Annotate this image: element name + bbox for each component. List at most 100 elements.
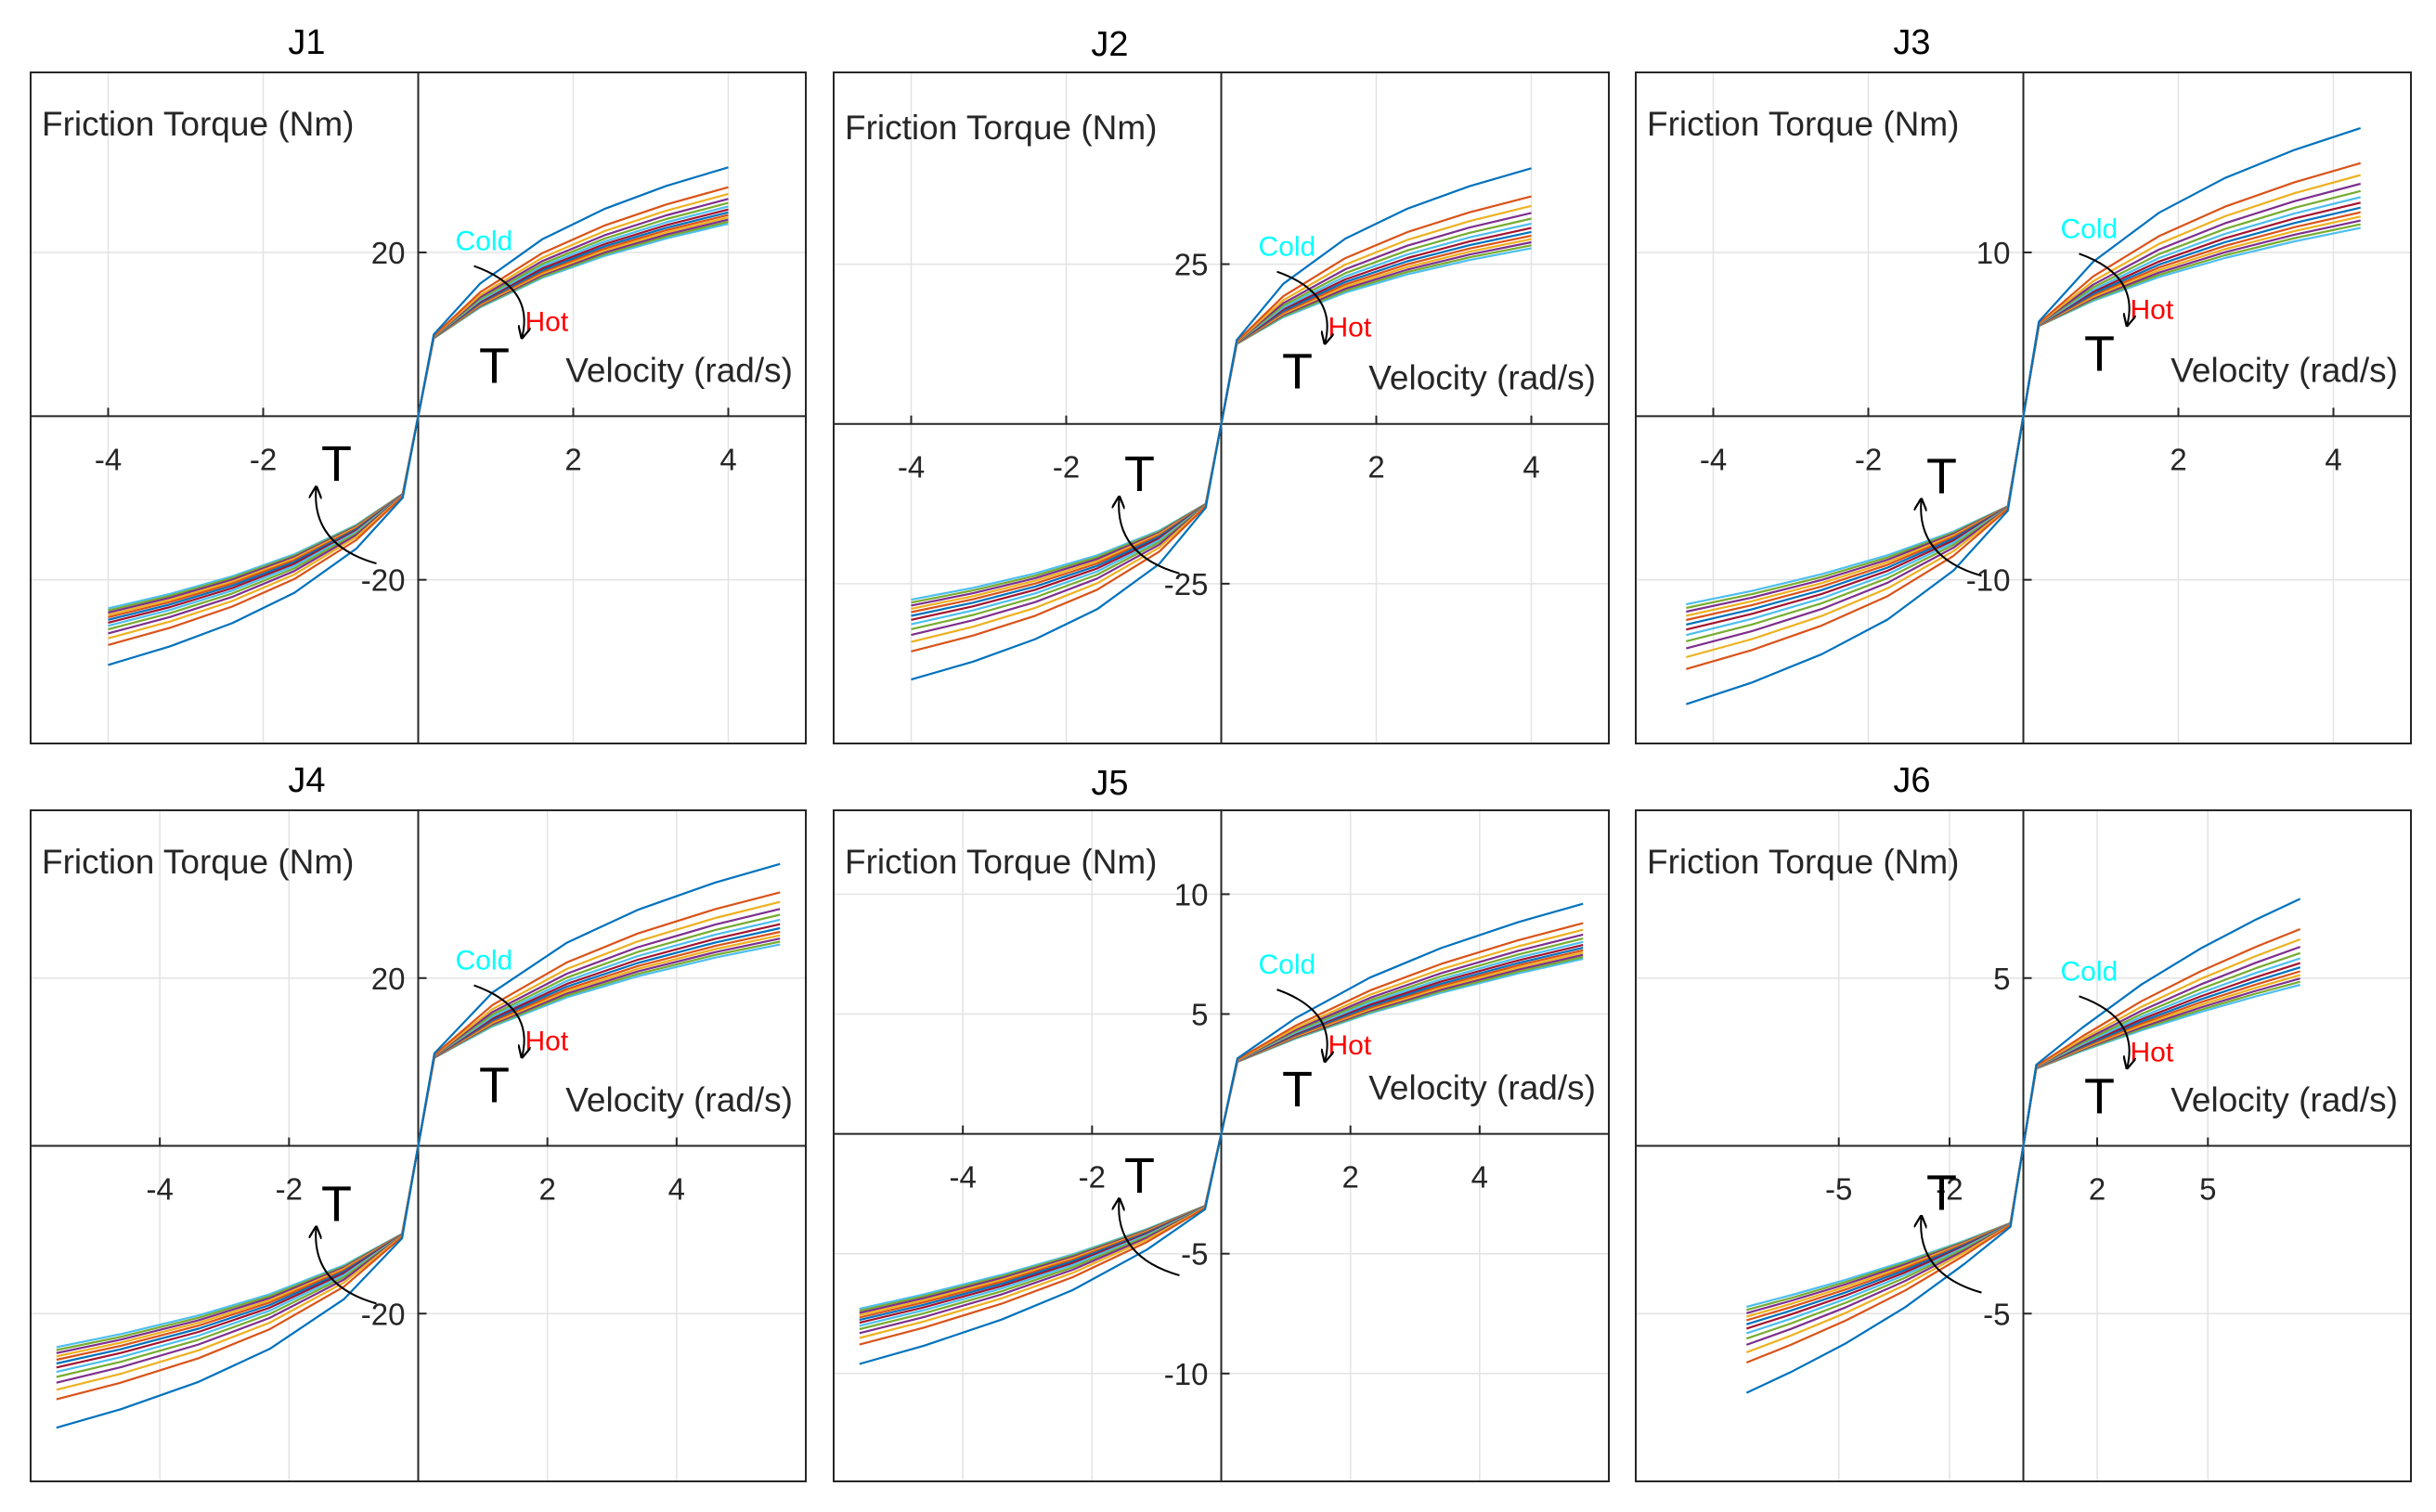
temperature-symbol-positive: T — [479, 1058, 510, 1114]
temperature-symbol-negative: T — [1124, 1148, 1155, 1204]
x-tick-label: 2 — [1341, 1160, 1358, 1195]
series-line-1 — [911, 167, 1532, 681]
cold-to-hot-arrow — [473, 265, 525, 337]
x-tick-label: 4 — [668, 1172, 685, 1207]
chart-panel-j3: J3 -4 -2 2 4 10 -10 Friction Torque (Nm) Velocit… — [1635, 23, 2412, 744]
hot-label: Hot — [1328, 1030, 1372, 1061]
temperature-symbol-negative: T — [1926, 1166, 1957, 1221]
y-axis-label: Friction Torque (Nm) — [42, 105, 355, 143]
x-tick-label: 5 — [2199, 1172, 2216, 1207]
x-axis-label: Velocity (rad/s) — [2170, 1081, 2398, 1119]
hot-to-cold-arrow — [1119, 1200, 1180, 1277]
hot-to-cold-arrow — [1921, 1218, 1982, 1294]
x-tick-label: -2 — [1079, 1160, 1106, 1195]
y-tick-label: 20 — [371, 962, 406, 996]
temperature-symbol-negative: T — [1124, 446, 1155, 502]
y-tick-label: 25 — [1174, 248, 1209, 282]
series-line-1 — [1745, 898, 2301, 1394]
x-tick-label: -2 — [1053, 450, 1080, 485]
chart-frame — [30, 809, 807, 1482]
chart-frame — [1635, 809, 2412, 1482]
x-tick-label: -4 — [898, 450, 925, 485]
y-tick-label: 10 — [1174, 877, 1209, 911]
chart-title: J3 — [1893, 23, 1930, 62]
y-axis-label: Friction Torque (Nm) — [845, 109, 1158, 147]
x-tick-label: 2 — [2089, 1172, 2106, 1207]
y-tick-label: -5 — [1181, 1237, 1208, 1272]
series-line-1 — [108, 166, 729, 666]
y-tick-label: 5 — [1191, 997, 1208, 1031]
x-tick-label: -4 — [95, 442, 122, 476]
y-tick-label: -20 — [361, 1297, 406, 1331]
chart-title: J1 — [288, 23, 325, 62]
hot-label: Hot — [1328, 313, 1372, 343]
chart-panel-j4: J4 -4 -2 2 4 20 -20 Friction Torque (Nm) Velocit… — [30, 761, 807, 1482]
y-tick-label: -20 — [361, 563, 406, 598]
cold-to-hot-arrow — [1276, 270, 1328, 342]
cold-to-hot-arrow — [2079, 995, 2130, 1066]
x-tick-label: -2 — [276, 1172, 303, 1207]
cold-to-hot-arrow — [473, 984, 525, 1056]
x-tick-label: 2 — [2170, 442, 2186, 476]
series-line-1 — [859, 902, 1584, 1365]
temperature-symbol-negative: T — [321, 1176, 352, 1232]
y-axis-label: Friction Torque (Nm) — [1647, 843, 1960, 881]
hot-to-cold-arrow — [316, 488, 377, 565]
y-tick-label: 20 — [371, 236, 406, 270]
y-tick-label: -5 — [1983, 1297, 2010, 1331]
x-axis-label: Velocity (rad/s) — [565, 351, 793, 389]
x-tick-label: -4 — [1700, 442, 1727, 476]
x-tick-label: -2 — [1855, 442, 1882, 476]
y-axis-label: Friction Torque (Nm) — [845, 843, 1158, 881]
x-axis-label: Velocity (rad/s) — [1368, 359, 1596, 397]
chart-panel-j2: J2 -4 -2 2 4 25 -25 Friction Torque (Nm) Velocit… — [833, 25, 1610, 744]
x-tick-label: 2 — [538, 1172, 555, 1207]
x-axis-label: Velocity (rad/s) — [565, 1081, 793, 1119]
hot-label: Hot — [2131, 1037, 2174, 1067]
x-tick-label: -2 — [250, 442, 277, 476]
x-tick-label: -5 — [1825, 1172, 1852, 1207]
x-tick-label: -4 — [949, 1160, 976, 1195]
temperature-symbol-positive: T — [2084, 326, 2115, 381]
chart-panel-j6: J6 -5 -2 2 5 5 -5 Friction Torque (Nm) Velocity … — [1635, 761, 2412, 1482]
x-tick-label: -4 — [146, 1172, 173, 1207]
cold-label: Cold — [456, 946, 513, 976]
chart-title: J4 — [288, 761, 325, 800]
hot-to-cold-arrow — [1921, 500, 1982, 577]
y-axis-label: Friction Torque (Nm) — [1647, 105, 1960, 143]
temperature-symbol-positive: T — [1282, 1062, 1313, 1118]
hot-label: Hot — [525, 307, 569, 338]
series-line-1 — [56, 862, 781, 1429]
x-tick-label: 4 — [1471, 1160, 1488, 1195]
chart-title: J5 — [1091, 764, 1128, 803]
y-tick-label: -25 — [1164, 567, 1209, 601]
chart-title: J2 — [1091, 25, 1128, 64]
cold-label: Cold — [1259, 232, 1316, 263]
chart-frame — [1635, 71, 2412, 744]
chart-panel-j1: J1 -4 -2 2 4 20 -20 Friction Torque (Nm) Velocit… — [30, 23, 807, 744]
temperature-symbol-negative: T — [1926, 448, 1957, 504]
x-tick-label: 2 — [564, 442, 581, 476]
temperature-symbol-positive: T — [479, 339, 510, 394]
chart-frame — [833, 71, 1610, 744]
y-tick-label: 5 — [1993, 962, 2010, 996]
hot-to-cold-arrow — [1119, 498, 1180, 575]
chart-panel-j5: J5 -4 -2 2 4 10 5 -5 -10 Friction Torque (Nm) Velo… — [833, 764, 1610, 1482]
temperature-symbol-positive: T — [1282, 344, 1313, 400]
y-axis-label: Friction Torque (Nm) — [42, 843, 355, 881]
x-axis-label: Velocity (rad/s) — [1368, 1069, 1596, 1107]
chart-title: J6 — [1893, 761, 1930, 800]
chart-frame — [833, 809, 1610, 1482]
hot-label: Hot — [525, 1027, 569, 1057]
temperature-symbol-negative: T — [321, 436, 352, 492]
cold-to-hot-arrow — [2079, 252, 2130, 324]
x-tick-label: 4 — [2325, 442, 2341, 476]
x-tick-label: 4 — [1522, 450, 1539, 485]
temperature-symbol-positive: T — [2084, 1068, 2115, 1124]
x-tick-label: 2 — [1367, 450, 1384, 485]
chart-frame — [30, 71, 807, 744]
x-axis-label: Velocity (rad/s) — [2170, 351, 2398, 389]
cold-label: Cold — [2061, 213, 2119, 244]
cold-label: Cold — [1259, 950, 1316, 980]
x-tick-label: -2 — [1936, 1172, 1963, 1207]
